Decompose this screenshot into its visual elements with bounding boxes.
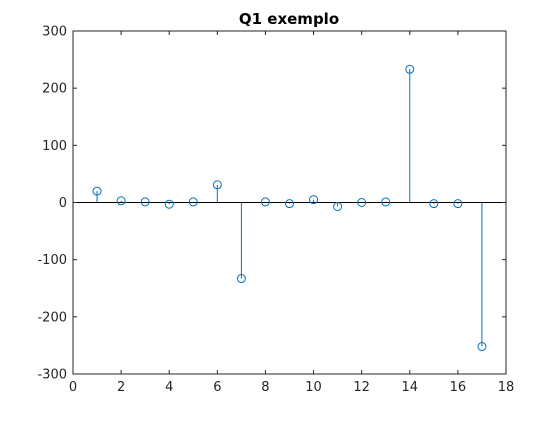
y-tick-label: -100 — [37, 253, 67, 268]
stem-marker — [140, 197, 150, 207]
stem-marker — [92, 186, 102, 196]
y-tick-label: 0 — [59, 196, 67, 211]
stem-marker — [188, 197, 198, 207]
stem-marker — [164, 199, 174, 209]
x-tick-label: 10 — [305, 380, 322, 395]
y-tick-label: 200 — [42, 82, 67, 97]
stem-marker — [260, 197, 270, 207]
stem-marker — [357, 198, 367, 207]
stem-marker — [405, 64, 415, 74]
x-tick-label: 18 — [498, 380, 515, 395]
y-tick-label: -300 — [37, 368, 67, 383]
x-tick-label: 0 — [69, 380, 77, 395]
stem-marker — [477, 342, 487, 352]
stem-marker — [212, 180, 222, 190]
stem-marker — [285, 199, 294, 209]
x-tick-label: 14 — [402, 380, 419, 395]
x-tick-label: 4 — [165, 380, 173, 395]
x-tick-label: 16 — [450, 380, 467, 395]
stem-marker — [381, 197, 391, 207]
markers-layer — [92, 64, 487, 352]
x-axis: 0 2 4 6 8 10 12 14 16 18 — [69, 31, 514, 395]
stem-marker — [429, 199, 439, 209]
stem-marker — [453, 199, 463, 209]
x-tick-label: 2 — [117, 380, 125, 395]
x-tick-label: 12 — [353, 380, 370, 395]
stem-marker — [309, 195, 319, 205]
y-axis: -300 -200 -100 0 100 200 300 — [37, 25, 506, 383]
x-tick-label: 8 — [261, 380, 269, 395]
y-tick-label: 100 — [42, 139, 67, 154]
y-tick-label: -200 — [37, 310, 67, 325]
y-tick-label: 300 — [42, 25, 67, 40]
chart-title: Q1 exemplo — [239, 10, 339, 28]
stem-marker — [236, 274, 246, 284]
stem-marker — [333, 202, 343, 212]
stem-marker — [116, 196, 126, 206]
x-tick-label: 6 — [213, 380, 221, 395]
